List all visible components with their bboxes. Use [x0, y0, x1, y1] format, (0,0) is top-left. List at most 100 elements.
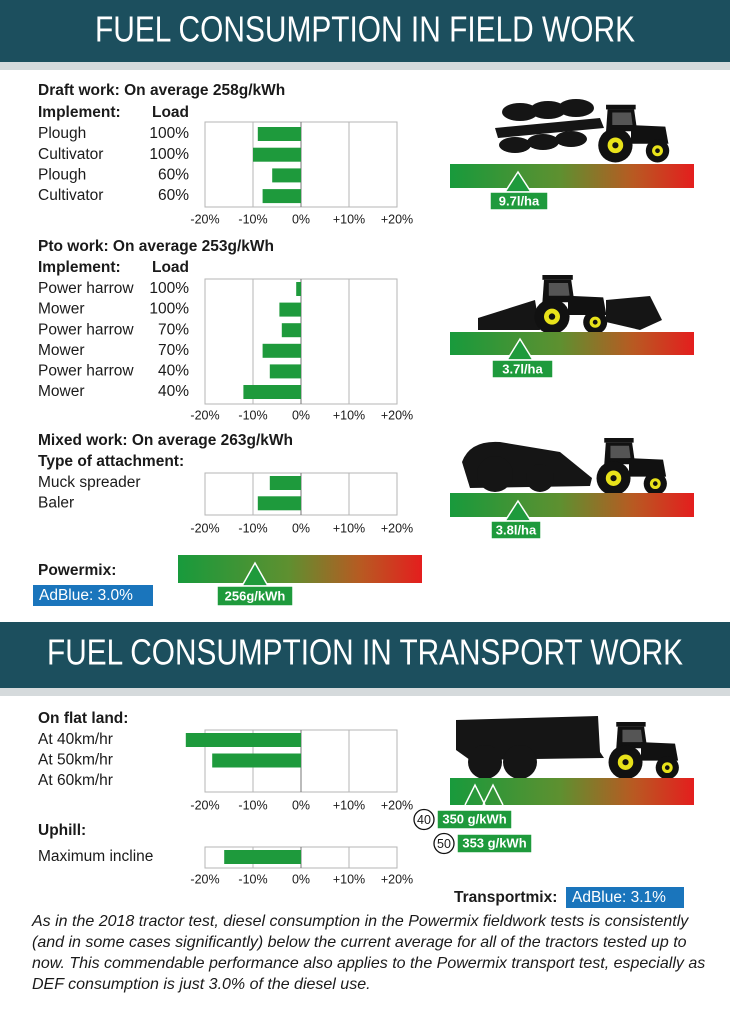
- chart-title: Mixed work: On average 263g/kWh: [38, 432, 293, 449]
- load-label: 100%: [149, 301, 189, 318]
- bar: [269, 476, 301, 490]
- category-label: Mower: [38, 301, 85, 318]
- gauge-label: 3.7l/ha: [502, 361, 543, 376]
- x-tick-label: +10%: [333, 212, 365, 226]
- header-rule: [0, 62, 730, 70]
- x-tick-label: 0%: [292, 798, 310, 812]
- gauge-label-box: [490, 520, 542, 540]
- plough-silhouette: [495, 99, 604, 153]
- header-rule: [0, 688, 730, 696]
- gauge-label: 256g/kWh: [225, 588, 286, 603]
- load-label: 40%: [158, 362, 189, 379]
- gauge-label-box: [491, 359, 554, 379]
- gauge-bar: [178, 555, 422, 583]
- bar: [262, 189, 301, 204]
- gauge-bar: [450, 493, 694, 517]
- gauge-label-box: [436, 809, 513, 830]
- gauge-label: 9.7l/ha: [499, 193, 540, 208]
- load-label: 60%: [158, 187, 189, 204]
- x-tick-label: +20%: [381, 521, 413, 535]
- speed-label: 40: [417, 813, 431, 827]
- gauge-label: 353 g/kWh: [462, 835, 526, 850]
- tractor-silhouette: [596, 438, 667, 496]
- bar: [279, 302, 301, 317]
- column-header: Load: [152, 104, 189, 121]
- gauge-bar: [450, 332, 694, 355]
- adblue-box: [33, 585, 153, 606]
- x-tick-label: +20%: [381, 798, 413, 812]
- adblue-label: AdBlue: 3.1%: [572, 889, 666, 906]
- transportmix-title: Transportmix:: [454, 889, 557, 906]
- tractor-silhouette: [534, 275, 608, 335]
- gauge-label-box: [216, 585, 294, 607]
- category-label: At 50km/hr: [38, 752, 113, 769]
- x-tick-label: -20%: [190, 521, 219, 535]
- x-tick-label: -10%: [238, 521, 267, 535]
- category-label: Cultivator: [38, 187, 103, 204]
- x-tick-label: +10%: [333, 408, 365, 422]
- speed-badge: [413, 808, 435, 831]
- header-band: [0, 622, 730, 688]
- column-header: Load: [152, 259, 189, 276]
- gauge-label-box: [489, 191, 549, 211]
- spreader-silhouette: [462, 441, 592, 492]
- bar: [269, 364, 301, 379]
- column-header: Implement:: [38, 104, 121, 121]
- load-label: 40%: [158, 383, 189, 400]
- chart-title: Uphill:: [38, 822, 86, 839]
- gauge-label: 3.8l/ha: [496, 522, 537, 537]
- x-tick-label: -20%: [190, 212, 219, 226]
- bar: [272, 168, 301, 183]
- powermix-title: Powermix:: [38, 562, 116, 579]
- category-label: Plough: [38, 125, 86, 142]
- speed-label: 50: [437, 837, 451, 851]
- category-label: Power harrow: [38, 362, 134, 379]
- header-title: FUEL CONSUMPTION IN TRANSPORT WORK: [47, 632, 683, 673]
- x-tick-label: -20%: [190, 408, 219, 422]
- load-label: 60%: [158, 166, 189, 183]
- category-label: Power harrow: [38, 321, 134, 338]
- x-tick-label: 0%: [292, 408, 310, 422]
- chart-title: On flat land:: [38, 710, 128, 727]
- category-label: Maximum incline: [38, 848, 153, 865]
- bar: [224, 850, 301, 864]
- category-label: Mower: [38, 383, 85, 400]
- x-tick-label: +10%: [333, 872, 365, 886]
- x-tick-label: +10%: [333, 798, 365, 812]
- speed-badge: [433, 832, 455, 855]
- category-label: Muck spreader: [38, 474, 141, 491]
- category-label: Power harrow: [38, 280, 134, 297]
- load-label: 100%: [149, 146, 189, 163]
- gauge-marker: [464, 783, 486, 806]
- bar: [185, 733, 301, 747]
- gauge-bar: [450, 164, 694, 188]
- load-label: 100%: [149, 280, 189, 297]
- x-tick-label: -10%: [238, 212, 267, 226]
- gauge-marker: [482, 783, 504, 806]
- bar: [262, 343, 301, 358]
- adblue-label: AdBlue: 3.0%: [39, 587, 133, 604]
- bar: [296, 282, 301, 296]
- chart-title: Draft work: On average 258g/kWh: [38, 82, 285, 99]
- category-label: Mower: [38, 342, 85, 359]
- bar: [253, 147, 301, 162]
- tractor-silhouette: [598, 104, 670, 163]
- x-tick-label: +20%: [381, 212, 413, 226]
- category-label: Cultivator: [38, 146, 103, 163]
- x-tick-label: -10%: [238, 798, 267, 812]
- x-tick-label: -10%: [238, 872, 267, 886]
- gauge-label-box: [456, 833, 533, 854]
- footer-text: As in the 2018 tractor test, diesel cons…: [32, 913, 706, 993]
- category-label: At 40km/hr: [38, 731, 113, 748]
- bar: [257, 496, 301, 511]
- harrow-silhouette: [478, 300, 540, 330]
- category-label: At 60km/hr: [38, 772, 113, 789]
- x-tick-label: -20%: [190, 798, 219, 812]
- load-label: 70%: [158, 342, 189, 359]
- category-label: Plough: [38, 166, 86, 183]
- x-tick-label: +20%: [381, 872, 413, 886]
- load-label: 70%: [158, 321, 189, 338]
- adblue-box: [566, 887, 684, 908]
- load-label: 100%: [149, 125, 189, 142]
